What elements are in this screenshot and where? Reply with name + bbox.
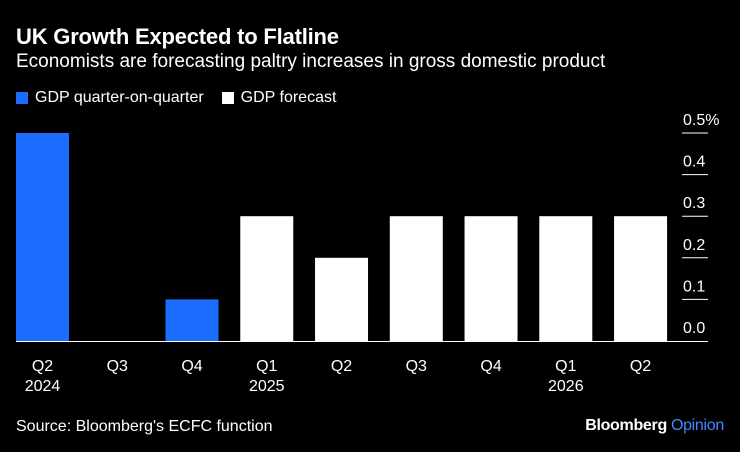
y-tick-label-0: 0.0 [683, 320, 705, 337]
bar-0 [16, 133, 69, 341]
legend-label-actual: GDP quarter-on-quarter [35, 89, 204, 106]
legend-label-forecast: GDP forecast [240, 89, 337, 106]
bar-7 [539, 216, 593, 341]
y-tick-label-1: 0.1 [683, 278, 705, 295]
y-tick-label-4: 0.4 [683, 154, 705, 171]
x-year-label-7: 2026 [548, 378, 584, 395]
bar-2 [165, 299, 219, 341]
bar-4 [315, 257, 369, 341]
x-tick-label-7: Q1 [555, 358, 576, 375]
bar-6 [464, 216, 518, 341]
legend-item-forecast: GDP forecast [221, 89, 337, 107]
chart-subtitle: Economists are forecasting paltry increa… [16, 51, 606, 72]
legend-swatch-actual [16, 92, 28, 104]
legend-item-actual: GDP quarter-on-quarter [16, 89, 204, 107]
x-year-label-3: 2025 [249, 378, 285, 395]
bar-8 [614, 216, 668, 341]
x-year-label-0: 2024 [25, 378, 61, 395]
legend: GDP quarter-on-quarter GDP forecast [16, 89, 354, 107]
x-tick-label-3: Q1 [256, 358, 277, 375]
x-tick-label-1: Q3 [107, 358, 128, 375]
x-tick-label-2: Q4 [181, 358, 202, 375]
brand-suffix: Opinion [670, 417, 724, 434]
bar-5 [389, 216, 443, 341]
brand-logo: Bloomberg Opinion [585, 417, 724, 435]
x-tick-label-6: Q4 [480, 358, 501, 375]
y-tick-label-3: 0.3 [683, 195, 705, 212]
x-tick-label-4: Q2 [331, 358, 352, 375]
brand-name: Bloomberg [585, 417, 667, 434]
x-tick-label-0: Q2 [32, 358, 53, 375]
x-tick-label-8: Q2 [630, 358, 651, 375]
source-note: Source: Bloomberg's ECFC function [16, 418, 273, 435]
chart-title: UK Growth Expected to Flatline [16, 24, 339, 49]
y-tick-label-2: 0.2 [683, 237, 705, 254]
y-tick-label-5: 0.5% [683, 112, 719, 129]
bar-3 [240, 216, 294, 341]
x-tick-label-5: Q3 [406, 358, 427, 375]
legend-swatch-forecast [221, 92, 234, 104]
